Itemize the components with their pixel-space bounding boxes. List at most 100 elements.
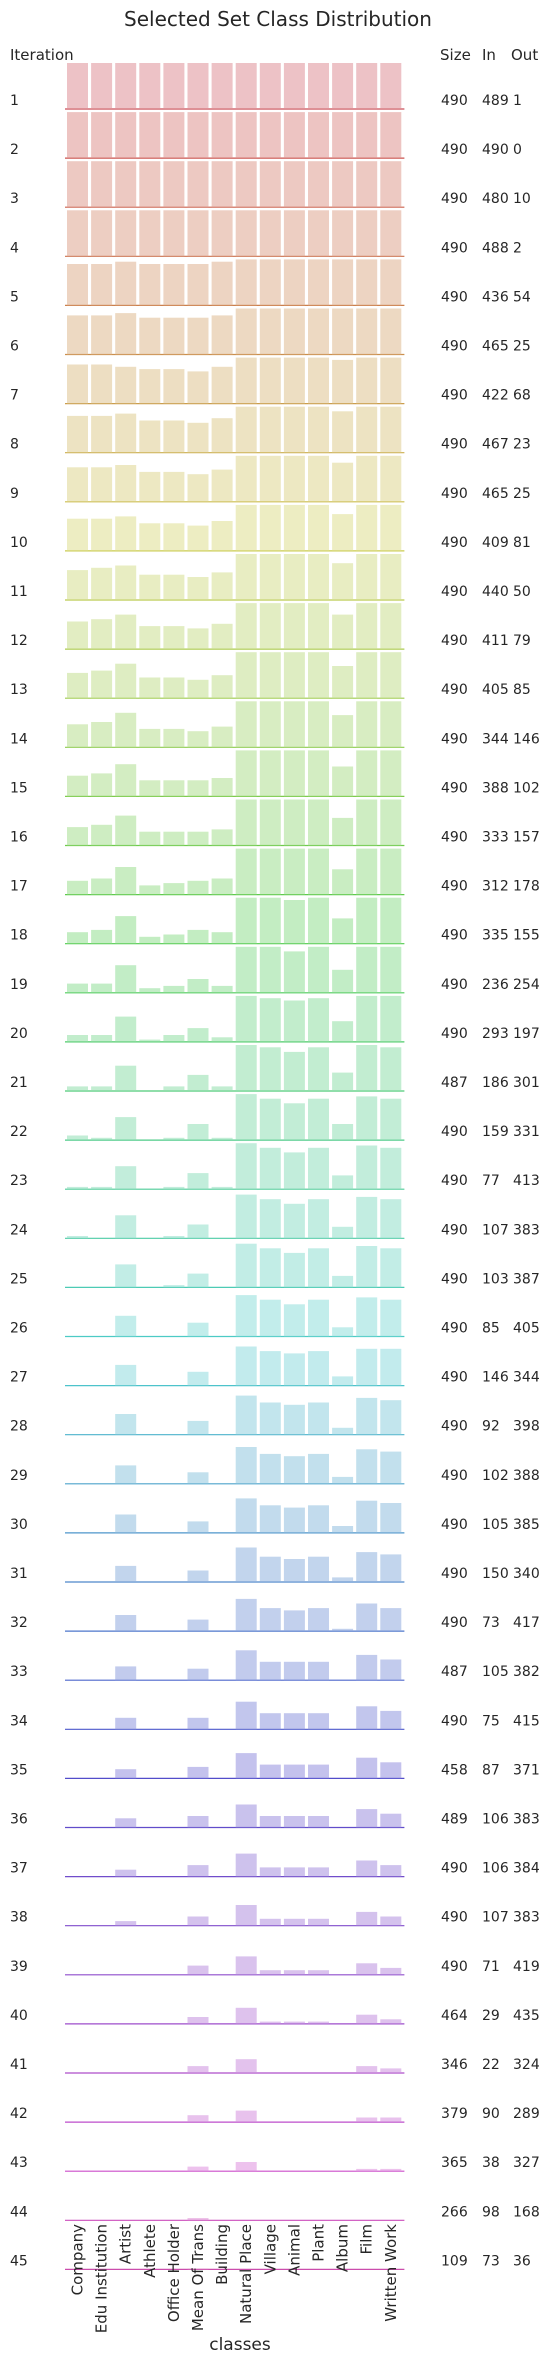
in-value: 73 (482, 1615, 500, 1631)
bar (67, 315, 88, 355)
bar (235, 2162, 257, 2172)
bar (235, 504, 257, 551)
bar (308, 504, 329, 551)
size-value: 490 (441, 1517, 468, 1533)
bar (356, 63, 378, 109)
out-value: 382 (513, 1664, 540, 1680)
size-value: 490 (441, 928, 468, 944)
bar (187, 1173, 209, 1190)
bar (283, 112, 305, 159)
iteration-row: 4 490 488 2 (10, 210, 522, 257)
size-value: 490 (441, 1713, 468, 1729)
out-value: 385 (513, 1517, 540, 1533)
size-value: 490 (441, 682, 468, 698)
bar (235, 161, 257, 208)
bar (380, 652, 402, 699)
iteration-label: 30 (10, 1517, 28, 1533)
bar (356, 799, 378, 846)
in-value: 490 (482, 142, 509, 158)
in-value: 90 (482, 2106, 500, 2122)
bar (163, 264, 185, 306)
size-value: 490 (441, 1124, 468, 1140)
x-axis-label: classes (209, 2335, 271, 2355)
bar (235, 357, 257, 404)
bar (67, 264, 88, 306)
bar (91, 415, 113, 453)
bar (187, 2115, 209, 2123)
bar (139, 63, 161, 109)
bar (380, 554, 402, 600)
bar (91, 1186, 113, 1190)
bar (283, 1456, 305, 1484)
in-value: 236 (482, 977, 509, 993)
bar (187, 1717, 209, 1730)
bar (187, 210, 209, 257)
iteration-label: 5 (10, 289, 19, 305)
in-value: 103 (482, 1271, 509, 1287)
bar (235, 799, 257, 846)
bar (91, 518, 113, 551)
bar (139, 420, 161, 453)
bar (139, 728, 161, 748)
bar (356, 455, 378, 502)
bar (259, 554, 281, 600)
bar (139, 210, 161, 257)
bar (356, 210, 378, 257)
bar (235, 1650, 257, 1681)
bar (380, 2019, 402, 2024)
out-value: 178 (513, 879, 540, 895)
in-value: 106 (482, 1861, 509, 1877)
bar (115, 1769, 137, 1779)
bar (332, 666, 354, 699)
bar (332, 766, 354, 797)
bar (235, 1547, 257, 1582)
in-value: 38 (482, 2155, 500, 2171)
out-value: 50 (513, 584, 531, 600)
iteration-row: 15 490 388 102 (10, 750, 540, 798)
bar (308, 1661, 329, 1681)
bar (380, 112, 402, 159)
bar (91, 63, 113, 109)
iteration-label: 12 (10, 633, 28, 649)
out-value: 387 (513, 1271, 540, 1287)
iteration-row: 16 490 333 157 (10, 799, 540, 847)
bar (356, 1552, 378, 1582)
bar (283, 951, 305, 993)
bar (332, 210, 354, 257)
iteration-label: 45 (10, 2253, 28, 2269)
size-value: 365 (441, 2155, 468, 2171)
out-value: 25 (513, 486, 531, 502)
bar (380, 603, 402, 650)
bar (211, 1137, 233, 1141)
bar (283, 406, 305, 453)
bar (91, 112, 113, 159)
bar (283, 455, 305, 502)
bar (115, 1465, 137, 1484)
bar (308, 701, 329, 748)
size-value: 266 (441, 2204, 468, 2220)
in-value: 22 (482, 2057, 500, 2073)
bar (211, 675, 233, 699)
chart-title: Selected Set Class Distribution (124, 7, 432, 31)
bar (259, 848, 281, 895)
bar (308, 1970, 329, 1975)
iteration-row: 43 365 38 327 (10, 2155, 540, 2172)
bar (163, 161, 185, 208)
bar (187, 1420, 209, 1435)
iteration-row: 24 490 107 383 (10, 1194, 540, 1239)
bar (115, 1166, 137, 1190)
bar (332, 308, 354, 355)
iteration-label: 24 (10, 1222, 28, 1238)
bar (139, 677, 161, 699)
out-value: 254 (513, 977, 540, 993)
bar (380, 750, 402, 797)
bar (259, 1147, 281, 1190)
bar (380, 406, 402, 453)
bar (356, 357, 378, 404)
bar (332, 514, 354, 551)
bar (91, 1086, 113, 1091)
bar (115, 1565, 137, 1582)
bar (187, 1865, 209, 1877)
in-value: 344 (482, 731, 509, 747)
